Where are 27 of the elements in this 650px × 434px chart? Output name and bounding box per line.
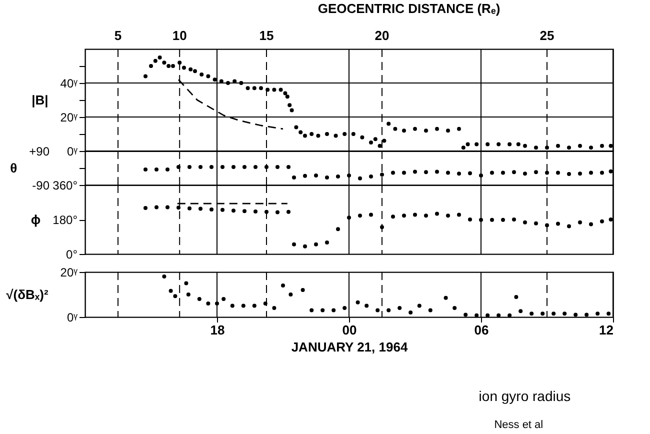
x-tick-label: 00	[342, 322, 357, 338]
y-tick-label: 0ᵞ	[66, 144, 78, 158]
x-tick-label: 18	[210, 322, 225, 338]
text: ion gyro radius	[478, 388, 571, 404]
y-tick-label: 0°	[66, 248, 78, 262]
ref-line-label: 10	[172, 28, 187, 43]
y-axis-title: |B|	[32, 92, 48, 108]
y-tick-label: -90	[32, 178, 50, 192]
text: Ness et al	[494, 419, 544, 431]
y-tick-label: 20ᵞ	[60, 110, 78, 124]
y-axis-title: ϕ	[30, 212, 41, 227]
ref-line-label: 25	[540, 28, 554, 43]
x-tick-label: 06	[474, 322, 489, 338]
y-tick-label: 40ᵞ	[60, 76, 78, 90]
y-axis-title: √(δBₓ)²	[6, 287, 49, 302]
x-tick-label: 12	[599, 322, 614, 338]
y-axis-title: θ	[10, 160, 18, 176]
chart-title: GEOCENTRIC DISTANCE (Rₑ)	[318, 1, 500, 16]
ref-line-label: 15	[259, 28, 274, 43]
x-axis-title: JANUARY 21, 1964	[291, 340, 408, 354]
y-tick-label: 360°	[52, 178, 78, 192]
y-tick-label: 20ᵞ	[60, 266, 78, 280]
ref-line-label: 5	[114, 28, 122, 43]
y-tick-label: 0ᵞ	[66, 310, 78, 324]
ref-line-label: 20	[374, 28, 390, 43]
y-tick-label: 180°	[52, 213, 78, 227]
y-tick-label: +90	[29, 144, 50, 158]
